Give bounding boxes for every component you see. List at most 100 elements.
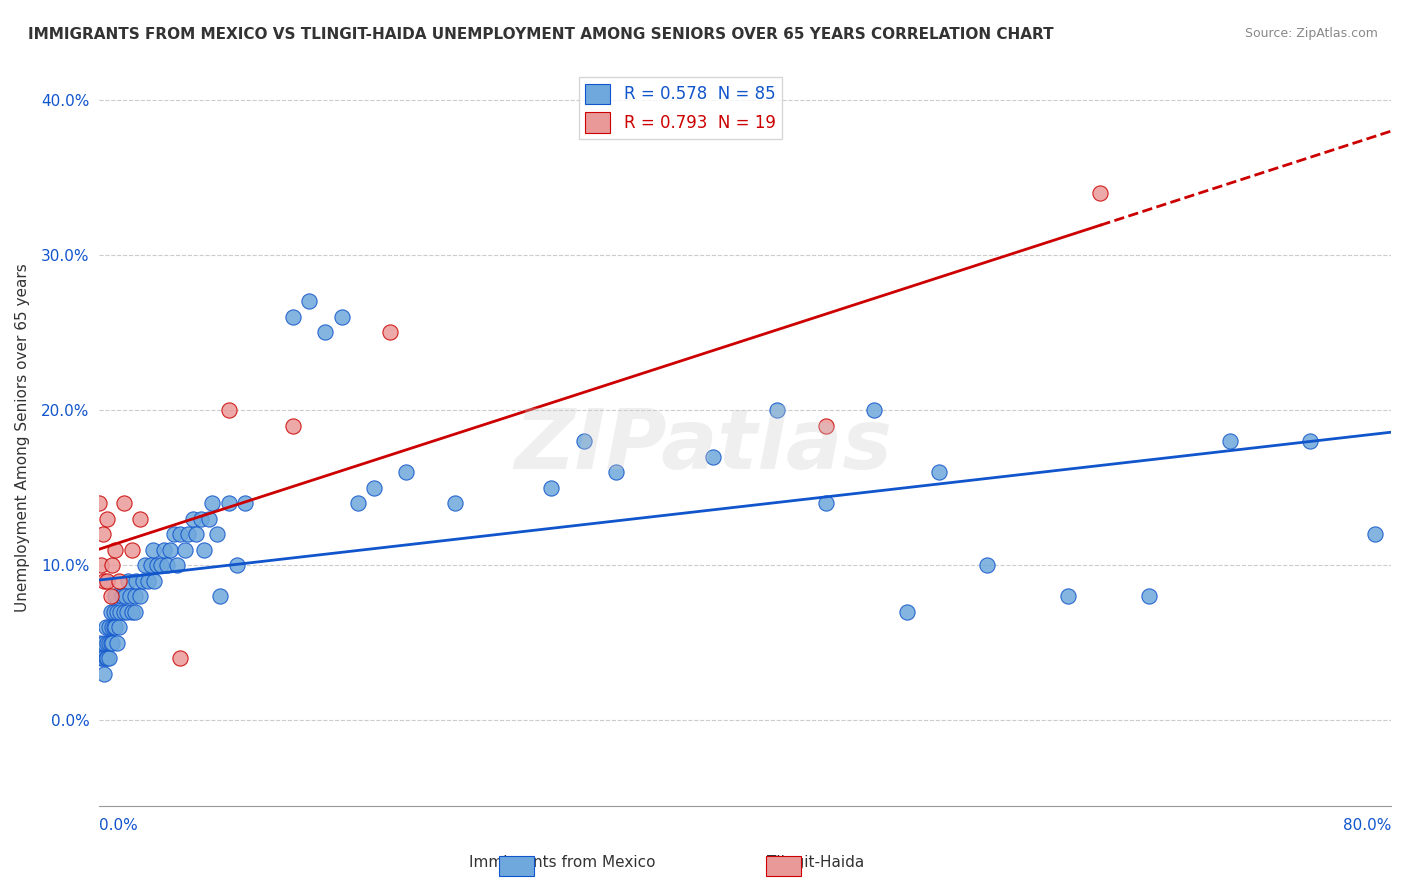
Point — [896, 605, 918, 619]
Point — [96, 636, 118, 650]
Point — [166, 558, 188, 573]
Point — [103, 605, 125, 619]
Point — [93, 574, 115, 588]
Point — [94, 620, 117, 634]
Point — [162, 527, 184, 541]
Text: 80.0%: 80.0% — [1343, 818, 1391, 833]
Point — [107, 620, 129, 634]
Point — [159, 542, 181, 557]
Point — [107, 574, 129, 588]
Point — [1364, 527, 1386, 541]
Point — [314, 326, 336, 340]
Point — [117, 574, 139, 588]
Point — [174, 542, 197, 557]
Point — [169, 527, 191, 541]
Text: IMMIGRANTS FROM MEXICO VS TLINGIT-HAIDA UNEMPLOYMENT AMONG SENIORS OVER 65 YEARS: IMMIGRANTS FROM MEXICO VS TLINGIT-HAIDA … — [28, 27, 1053, 42]
Point — [128, 511, 150, 525]
Point — [205, 527, 228, 541]
Point — [153, 542, 176, 557]
Point — [90, 651, 112, 665]
Point — [572, 434, 595, 448]
Point — [1218, 434, 1240, 448]
Point — [378, 326, 401, 340]
Point — [91, 651, 114, 665]
Point — [814, 496, 837, 510]
Point — [863, 403, 886, 417]
Point — [281, 310, 304, 324]
Point — [128, 589, 150, 603]
Point — [142, 542, 165, 557]
Point — [281, 418, 304, 433]
Point — [605, 465, 627, 479]
Point — [121, 542, 143, 557]
Point — [1299, 434, 1322, 448]
Point — [118, 589, 141, 603]
Point — [766, 403, 789, 417]
Point — [94, 651, 117, 665]
Point — [346, 496, 368, 510]
Point — [1057, 589, 1080, 603]
Point — [225, 558, 247, 573]
Point — [112, 496, 135, 510]
Point — [96, 651, 118, 665]
Point — [124, 605, 146, 619]
Point — [209, 589, 232, 603]
Point — [201, 496, 224, 510]
Point — [136, 574, 159, 588]
Point — [115, 605, 138, 619]
Point — [100, 605, 122, 619]
Point — [181, 511, 204, 525]
Point — [121, 605, 143, 619]
Point — [111, 589, 134, 603]
Point — [124, 589, 146, 603]
Point — [443, 496, 465, 510]
Point — [98, 620, 121, 634]
Point — [363, 481, 385, 495]
Point — [125, 574, 148, 588]
Point — [193, 542, 215, 557]
Point — [190, 511, 212, 525]
Text: Tlingit-Haida: Tlingit-Haida — [766, 855, 865, 870]
Point — [132, 574, 155, 588]
Point — [928, 465, 950, 479]
Point — [156, 558, 179, 573]
Y-axis label: Unemployment Among Seniors over 65 years: Unemployment Among Seniors over 65 years — [15, 263, 30, 612]
Point — [134, 558, 156, 573]
Point — [89, 636, 111, 650]
Point — [104, 620, 127, 634]
Point — [98, 651, 121, 665]
Legend: R = 0.578  N = 85, R = 0.793  N = 19: R = 0.578 N = 85, R = 0.793 N = 19 — [579, 77, 782, 139]
Point — [139, 558, 162, 573]
Point — [96, 511, 118, 525]
Point — [101, 636, 124, 650]
Point — [89, 496, 111, 510]
Point — [330, 310, 353, 324]
Point — [1137, 589, 1160, 603]
Point — [186, 527, 208, 541]
Point — [395, 465, 418, 479]
Point — [218, 403, 240, 417]
Point — [114, 589, 136, 603]
Point — [110, 605, 132, 619]
Point — [98, 636, 121, 650]
Point — [91, 527, 114, 541]
Point — [169, 651, 191, 665]
Point — [93, 666, 115, 681]
Point — [702, 450, 724, 464]
Point — [100, 636, 122, 650]
Point — [104, 542, 127, 557]
Point — [101, 558, 124, 573]
Point — [143, 574, 166, 588]
Point — [100, 589, 122, 603]
Text: 0.0%: 0.0% — [100, 818, 138, 833]
Point — [101, 620, 124, 634]
Point — [1090, 186, 1112, 200]
Point — [149, 558, 172, 573]
Point — [105, 605, 128, 619]
Point — [112, 605, 135, 619]
Point — [93, 636, 115, 650]
Point — [90, 558, 112, 573]
Point — [96, 574, 118, 588]
Point — [103, 620, 125, 634]
Point — [177, 527, 200, 541]
